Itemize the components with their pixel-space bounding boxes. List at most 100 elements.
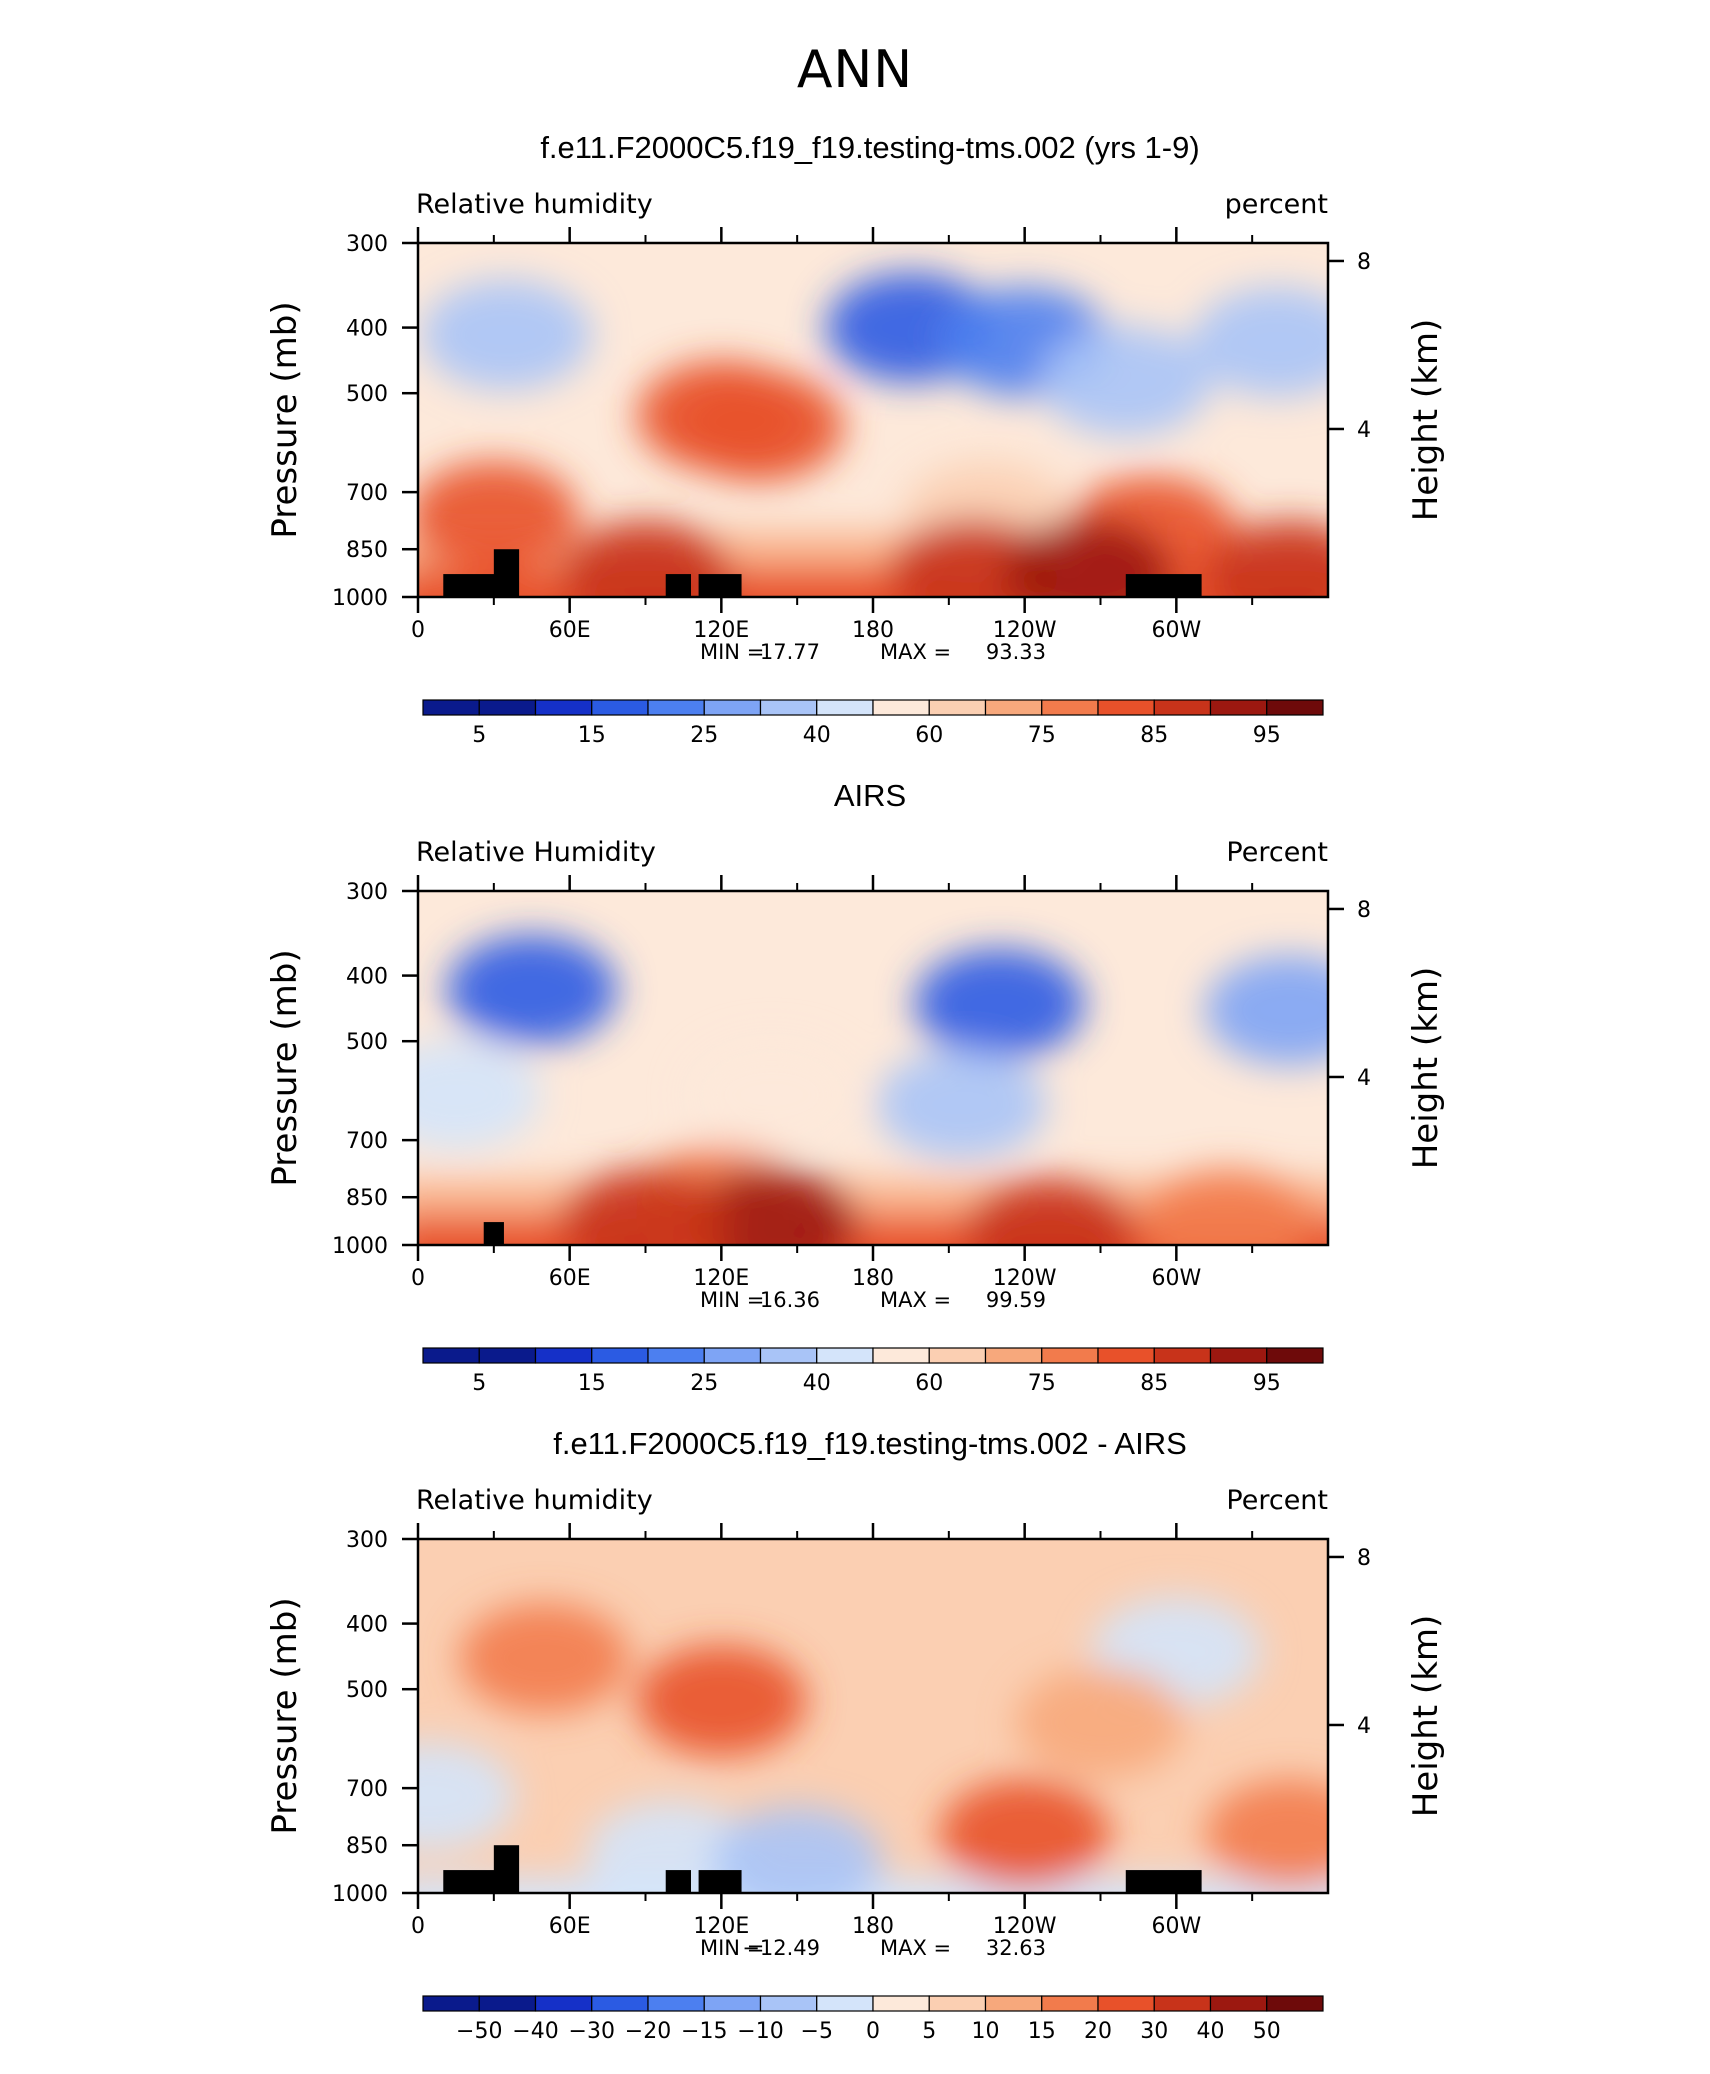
contour-field [418, 891, 1328, 1245]
x-tick-label: 60E [549, 1266, 591, 1291]
contour-field [418, 243, 1328, 597]
x-tick-label: 120W [993, 618, 1057, 643]
contour-feature-2 [939, 1779, 1110, 1890]
y-tick-label: 700 [346, 1777, 388, 1802]
variable-label: Relative humidity [416, 189, 653, 220]
y2-axis-label: Height (km) [1406, 319, 1446, 522]
y2-axis-label: Height (km) [1406, 1615, 1446, 1818]
colorbar-label: 30 [1140, 2019, 1168, 2044]
contour-feature-9 [964, 1178, 1135, 1245]
colorbar-label: 75 [1028, 723, 1056, 748]
contour-feature-2 [1040, 326, 1211, 437]
colorbar-label: −15 [681, 2019, 727, 2044]
x-tick-label: 120E [693, 1914, 749, 1939]
contour-feature-10 [1141, 1168, 1312, 1245]
y-tick-label: 400 [346, 317, 388, 342]
colorbar-label: 85 [1140, 1371, 1168, 1396]
colorbar-label: −20 [625, 2019, 671, 2044]
topography-mask-4 [1125, 1870, 1202, 1893]
contour-feature-3 [1205, 955, 1328, 1066]
y-tick-label: 850 [346, 1834, 388, 1859]
colorbar-swatch [591, 1995, 649, 2012]
x-tick-label: 0 [411, 1914, 425, 1939]
colorbar-label: −40 [512, 2019, 558, 2044]
colorbar-label: −5 [801, 2019, 833, 2044]
topography-mask-3 [698, 574, 742, 597]
y-tick-label: 500 [346, 1030, 388, 1055]
colorbar-label: 40 [1197, 2019, 1225, 2044]
colorbar [422, 699, 1324, 716]
colorbar-label: 10 [972, 2019, 1000, 2044]
topography-mask-0 [483, 1222, 504, 1245]
y-tick-label: 300 [346, 232, 388, 257]
colorbar-label: 60 [915, 1371, 943, 1396]
contour-feature-8 [418, 461, 579, 572]
y-tick-label: 1000 [332, 586, 388, 611]
y2-tick-label: 8 [1357, 898, 1371, 923]
colorbar-swatch [872, 1995, 930, 2012]
contour-feature-8 [560, 1168, 731, 1245]
colorbar-swatch [1266, 1347, 1324, 1364]
max-value: 32.63 [986, 1936, 1046, 1960]
colorbar-swatch [928, 1995, 987, 2012]
colorbar-swatch [1153, 1995, 1212, 2012]
colorbar-label: −50 [456, 2019, 502, 2044]
topography-mask-4 [1125, 574, 1202, 597]
x-tick-label: 60E [549, 618, 591, 643]
panel-title-2: AIRS [833, 778, 907, 813]
min-value: −12.49 [742, 1936, 820, 1960]
contour-feature-0 [914, 948, 1085, 1059]
y2-tick-label: 4 [1357, 1066, 1371, 1091]
topography-mask-1 [493, 549, 520, 597]
units-label: percent [1225, 189, 1328, 220]
topography-mask-2 [665, 1870, 691, 1893]
colorbar-swatch [1266, 1995, 1324, 2012]
x-tick-label: 120E [693, 1266, 749, 1291]
topography-mask-1 [493, 1845, 520, 1893]
max-label: MAX = [880, 640, 951, 664]
contour-feature-2 [446, 934, 617, 1045]
colorbar-label: 40 [803, 1371, 831, 1396]
y2-tick-label: 8 [1357, 250, 1371, 275]
max-value: 93.33 [986, 640, 1046, 664]
min-label: MIN = [700, 640, 764, 664]
topography-mask-2 [665, 574, 691, 597]
x-tick-label: 60W [1151, 1266, 1201, 1291]
y-tick-label: 400 [346, 965, 388, 990]
topography-mask-0 [443, 574, 499, 597]
variable-label: Relative humidity [416, 1485, 653, 1516]
contour-feature-13 [1205, 520, 1328, 597]
colorbar-label: 75 [1028, 1371, 1056, 1396]
panel-title-3: f.e11.F2000C5.f19_f19.testing-tms.002 - … [553, 1426, 1187, 1461]
y-tick-label: 500 [346, 1678, 388, 1703]
contour-feature-1 [459, 1603, 630, 1714]
colorbar-label: 15 [578, 723, 606, 748]
min-label: MIN = [700, 1936, 764, 1960]
colorbar [422, 1347, 1324, 1364]
colorbar-label: 5 [922, 2019, 936, 2044]
max-value: 99.59 [986, 1288, 1046, 1312]
y2-tick-label: 4 [1357, 1714, 1371, 1739]
colorbar-label: 40 [803, 723, 831, 748]
x-tick-label: 60W [1151, 618, 1201, 643]
x-tick-label: 60E [549, 1914, 591, 1939]
y-axis-label: Pressure (mb) [265, 301, 305, 538]
y-tick-label: 1000 [332, 1882, 388, 1907]
x-tick-label: 0 [411, 618, 425, 643]
contour-feature-0 [636, 1645, 807, 1756]
colorbar-label: 50 [1253, 2019, 1281, 2044]
y-axis-label: Pressure (mb) [265, 1597, 305, 1834]
contour-field [418, 1539, 1328, 1893]
y2-axis-label: Height (km) [1406, 967, 1446, 1170]
y-axis-label: Pressure (mb) [265, 949, 305, 1186]
x-tick-label: 120W [993, 1266, 1057, 1291]
x-tick-label: 120W [993, 1914, 1057, 1939]
contour-feature-4 [421, 279, 592, 390]
variable-label: Relative Humidity [416, 837, 656, 868]
x-tick-label: 120E [693, 618, 749, 643]
colorbar-label: 60 [915, 723, 943, 748]
colorbar-swatch [984, 1995, 1043, 2012]
x-tick-label: 60W [1151, 1914, 1201, 1939]
page-title: ANN [796, 40, 914, 100]
x-tick-label: 0 [411, 1266, 425, 1291]
